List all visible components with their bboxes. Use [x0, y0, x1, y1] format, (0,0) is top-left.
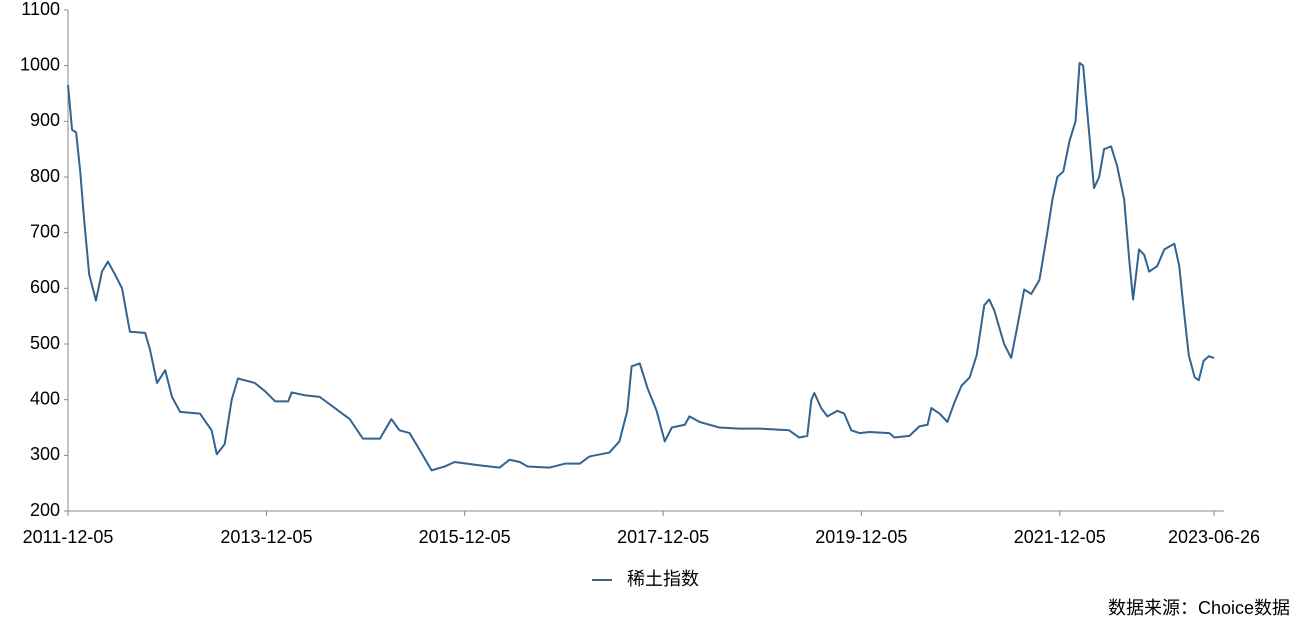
- y-tick-label: 800: [30, 166, 60, 186]
- x-tick-label: 2021-12-05: [1014, 527, 1106, 547]
- data-line: [67, 61, 1215, 472]
- y-tick-label: 1000: [20, 54, 60, 74]
- y-tick-label: 400: [30, 388, 60, 408]
- x-tick-label: 2011-12-05: [23, 527, 114, 547]
- y-tick-label: 300: [30, 444, 60, 464]
- y-tick-label: 1100: [21, 0, 60, 19]
- y-tick-label: 900: [30, 110, 60, 130]
- source-note: 数据来源：Choice数据: [1108, 598, 1290, 618]
- x-tick-label: 2023-06-26: [1168, 527, 1260, 547]
- x-tick-label: 2015-12-05: [419, 527, 511, 547]
- y-tick-label: 200: [30, 500, 60, 520]
- y-tick-label: 500: [30, 333, 60, 353]
- y-tick-label: 600: [30, 277, 60, 297]
- x-tick-label: 2019-12-05: [815, 527, 907, 547]
- x-tick-label: 2013-12-05: [220, 527, 312, 547]
- legend-label: 稀土指数: [627, 569, 699, 589]
- y-tick-label: 700: [30, 221, 60, 241]
- x-tick-label: 2017-12-05: [617, 527, 709, 547]
